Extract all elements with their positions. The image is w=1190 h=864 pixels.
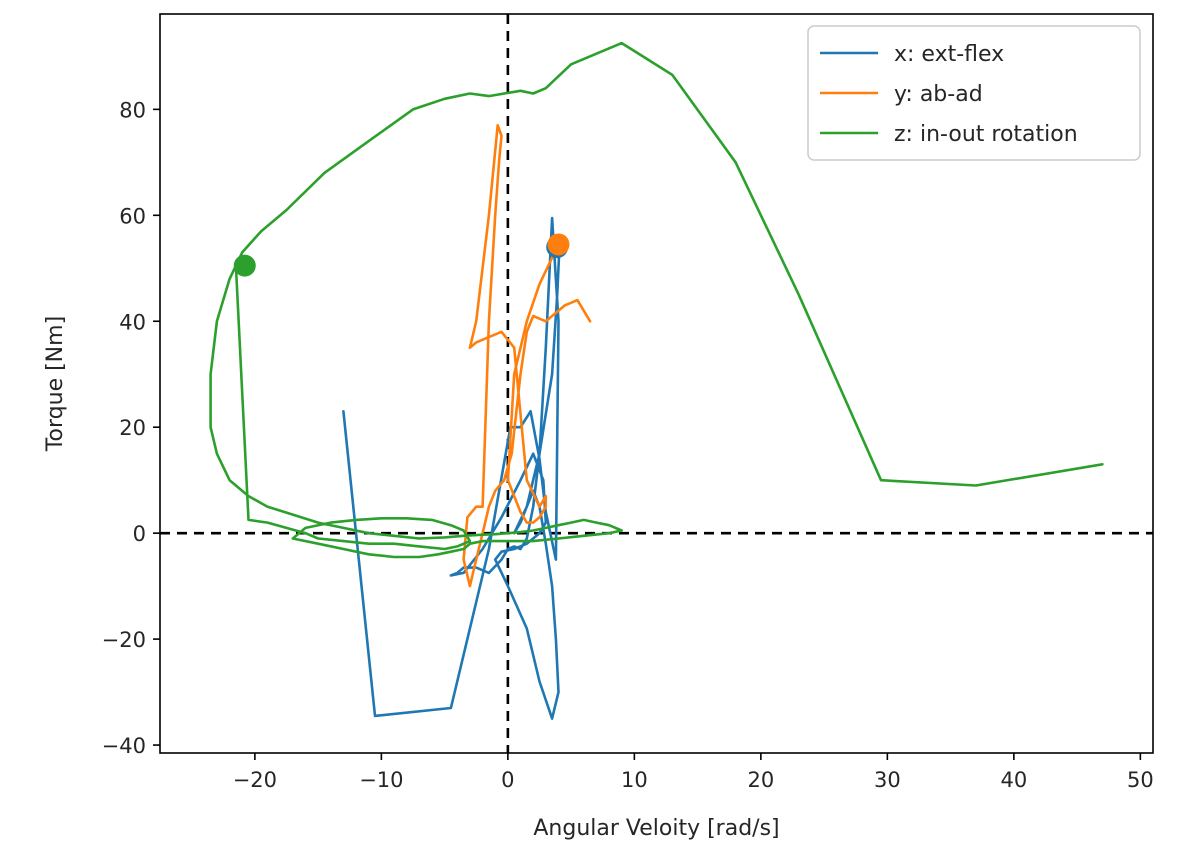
x-tick-label: 30 <box>874 768 901 792</box>
legend-label-3: z: in-out rotation <box>894 122 1078 147</box>
series-end-marker-3 <box>233 254 256 277</box>
plot-frame <box>159 13 1154 754</box>
y-axis-title: Torque [Nm] <box>43 316 68 452</box>
series-line-3 <box>209 41 1104 559</box>
series-end-marker-2 <box>547 233 570 256</box>
x-tick-label: 40 <box>1000 768 1027 792</box>
x-tick-label: 10 <box>621 768 648 792</box>
y-tick-label: −20 <box>102 628 146 652</box>
y-tick-label: 0 <box>133 522 146 546</box>
y-tick-label: 80 <box>119 98 146 122</box>
legend: x: ext-flex y: ab-ad z: in-out rotation <box>807 25 1141 161</box>
series-line-1 <box>342 216 562 720</box>
legend-label-1: x: ext-flex <box>894 42 1004 67</box>
x-tick-label: 50 <box>1127 768 1154 792</box>
x-axis-title: Angular Veloity [rad/s] <box>533 816 779 841</box>
x-tick-label: 0 <box>501 768 514 792</box>
x-tick-label: −20 <box>233 768 277 792</box>
marker-layer <box>233 233 570 277</box>
plot-area <box>159 13 1154 754</box>
y-tick-label: 60 <box>119 204 146 228</box>
x-tick-label: −10 <box>359 768 403 792</box>
series-line-2 <box>462 123 592 588</box>
y-tick-label: 40 <box>119 310 146 334</box>
reference-lines <box>160 14 1153 753</box>
legend-label-2: y: ab-ad <box>894 82 983 107</box>
y-tick-label: 20 <box>119 416 146 440</box>
x-tick-label: 20 <box>747 768 774 792</box>
x-axis: −20 −10 0 10 20 30 40 50 <box>233 753 1154 792</box>
y-axis: −40 −20 0 20 40 60 80 <box>102 98 160 758</box>
y-tick-label: −40 <box>102 734 146 758</box>
series-layer <box>209 41 1104 720</box>
legend-box <box>807 25 1141 161</box>
